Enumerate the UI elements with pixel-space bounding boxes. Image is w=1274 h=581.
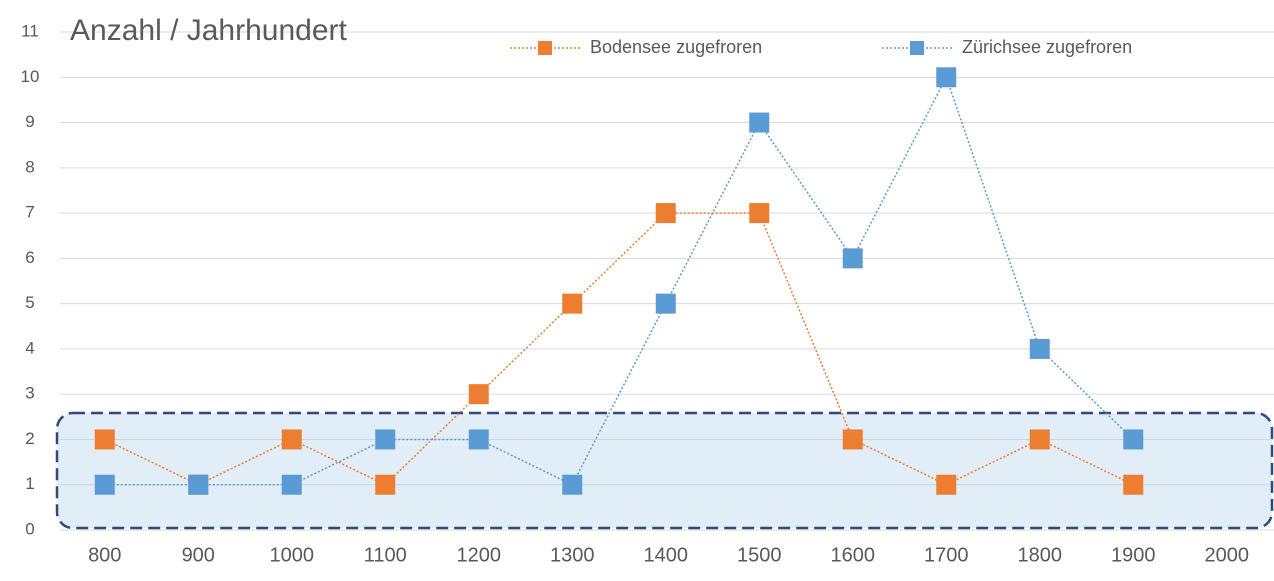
- marker: [281, 429, 302, 450]
- x-tick-label: 1200: [457, 544, 502, 566]
- marker: [94, 429, 115, 450]
- marker: [1123, 474, 1144, 495]
- y-tick-label: 6: [25, 248, 34, 267]
- marker: [375, 429, 396, 450]
- y-tick-label: 3: [25, 384, 34, 403]
- marker: [936, 67, 957, 88]
- series-line: [104, 212, 1134, 486]
- x-tick-label: 1600: [831, 544, 876, 566]
- legend-marker: [910, 41, 924, 55]
- y-tick-label: 7: [25, 203, 34, 222]
- x-tick-label: 1800: [1018, 544, 1063, 566]
- legend-marker: [538, 41, 552, 55]
- y-tick-label: 1: [25, 474, 34, 493]
- marker: [749, 203, 770, 224]
- legend-label: Bodensee zugefroren: [590, 37, 762, 57]
- x-tick-label: 1900: [1111, 544, 1156, 566]
- marker: [749, 112, 770, 133]
- chart-title: Anzahl / Jahrhundert: [70, 14, 348, 47]
- y-tick-label: 11: [21, 21, 39, 40]
- x-tick-label: 1000: [270, 544, 315, 566]
- marker: [468, 384, 489, 405]
- marker: [94, 474, 115, 495]
- marker: [1029, 429, 1050, 450]
- x-tick-label: 1500: [737, 544, 782, 566]
- y-tick-label: 8: [25, 157, 34, 176]
- series-line: [104, 75, 1134, 486]
- y-tick-label: 5: [25, 293, 34, 312]
- x-tick-label: 1700: [924, 544, 969, 566]
- marker: [562, 474, 583, 495]
- marker: [655, 293, 676, 314]
- x-tick-label: 1400: [644, 544, 689, 566]
- x-tick-label: 900: [182, 544, 215, 566]
- legend-label: Zürichsee zugefroren: [962, 37, 1132, 57]
- x-tick-label: 1300: [550, 544, 595, 566]
- highlight-region: [55, 411, 1274, 530]
- marker: [842, 248, 863, 269]
- marker: [468, 429, 489, 450]
- y-tick-label: 10: [21, 67, 40, 86]
- marker: [281, 474, 302, 495]
- marker: [375, 474, 396, 495]
- marker: [562, 293, 583, 314]
- y-tick-label: 9: [25, 112, 34, 131]
- x-tick-label: 1100: [364, 544, 407, 566]
- marker: [188, 474, 209, 495]
- marker: [1029, 338, 1050, 359]
- marker: [936, 474, 957, 495]
- marker: [1123, 429, 1144, 450]
- x-tick-label: 800: [88, 544, 121, 566]
- marker: [655, 203, 676, 224]
- y-tick-label: 4: [25, 338, 34, 357]
- y-tick-label: 0: [25, 519, 34, 538]
- y-tick-label: 2: [25, 429, 34, 448]
- x-tick-label: 2000: [1205, 544, 1250, 566]
- marker: [842, 429, 863, 450]
